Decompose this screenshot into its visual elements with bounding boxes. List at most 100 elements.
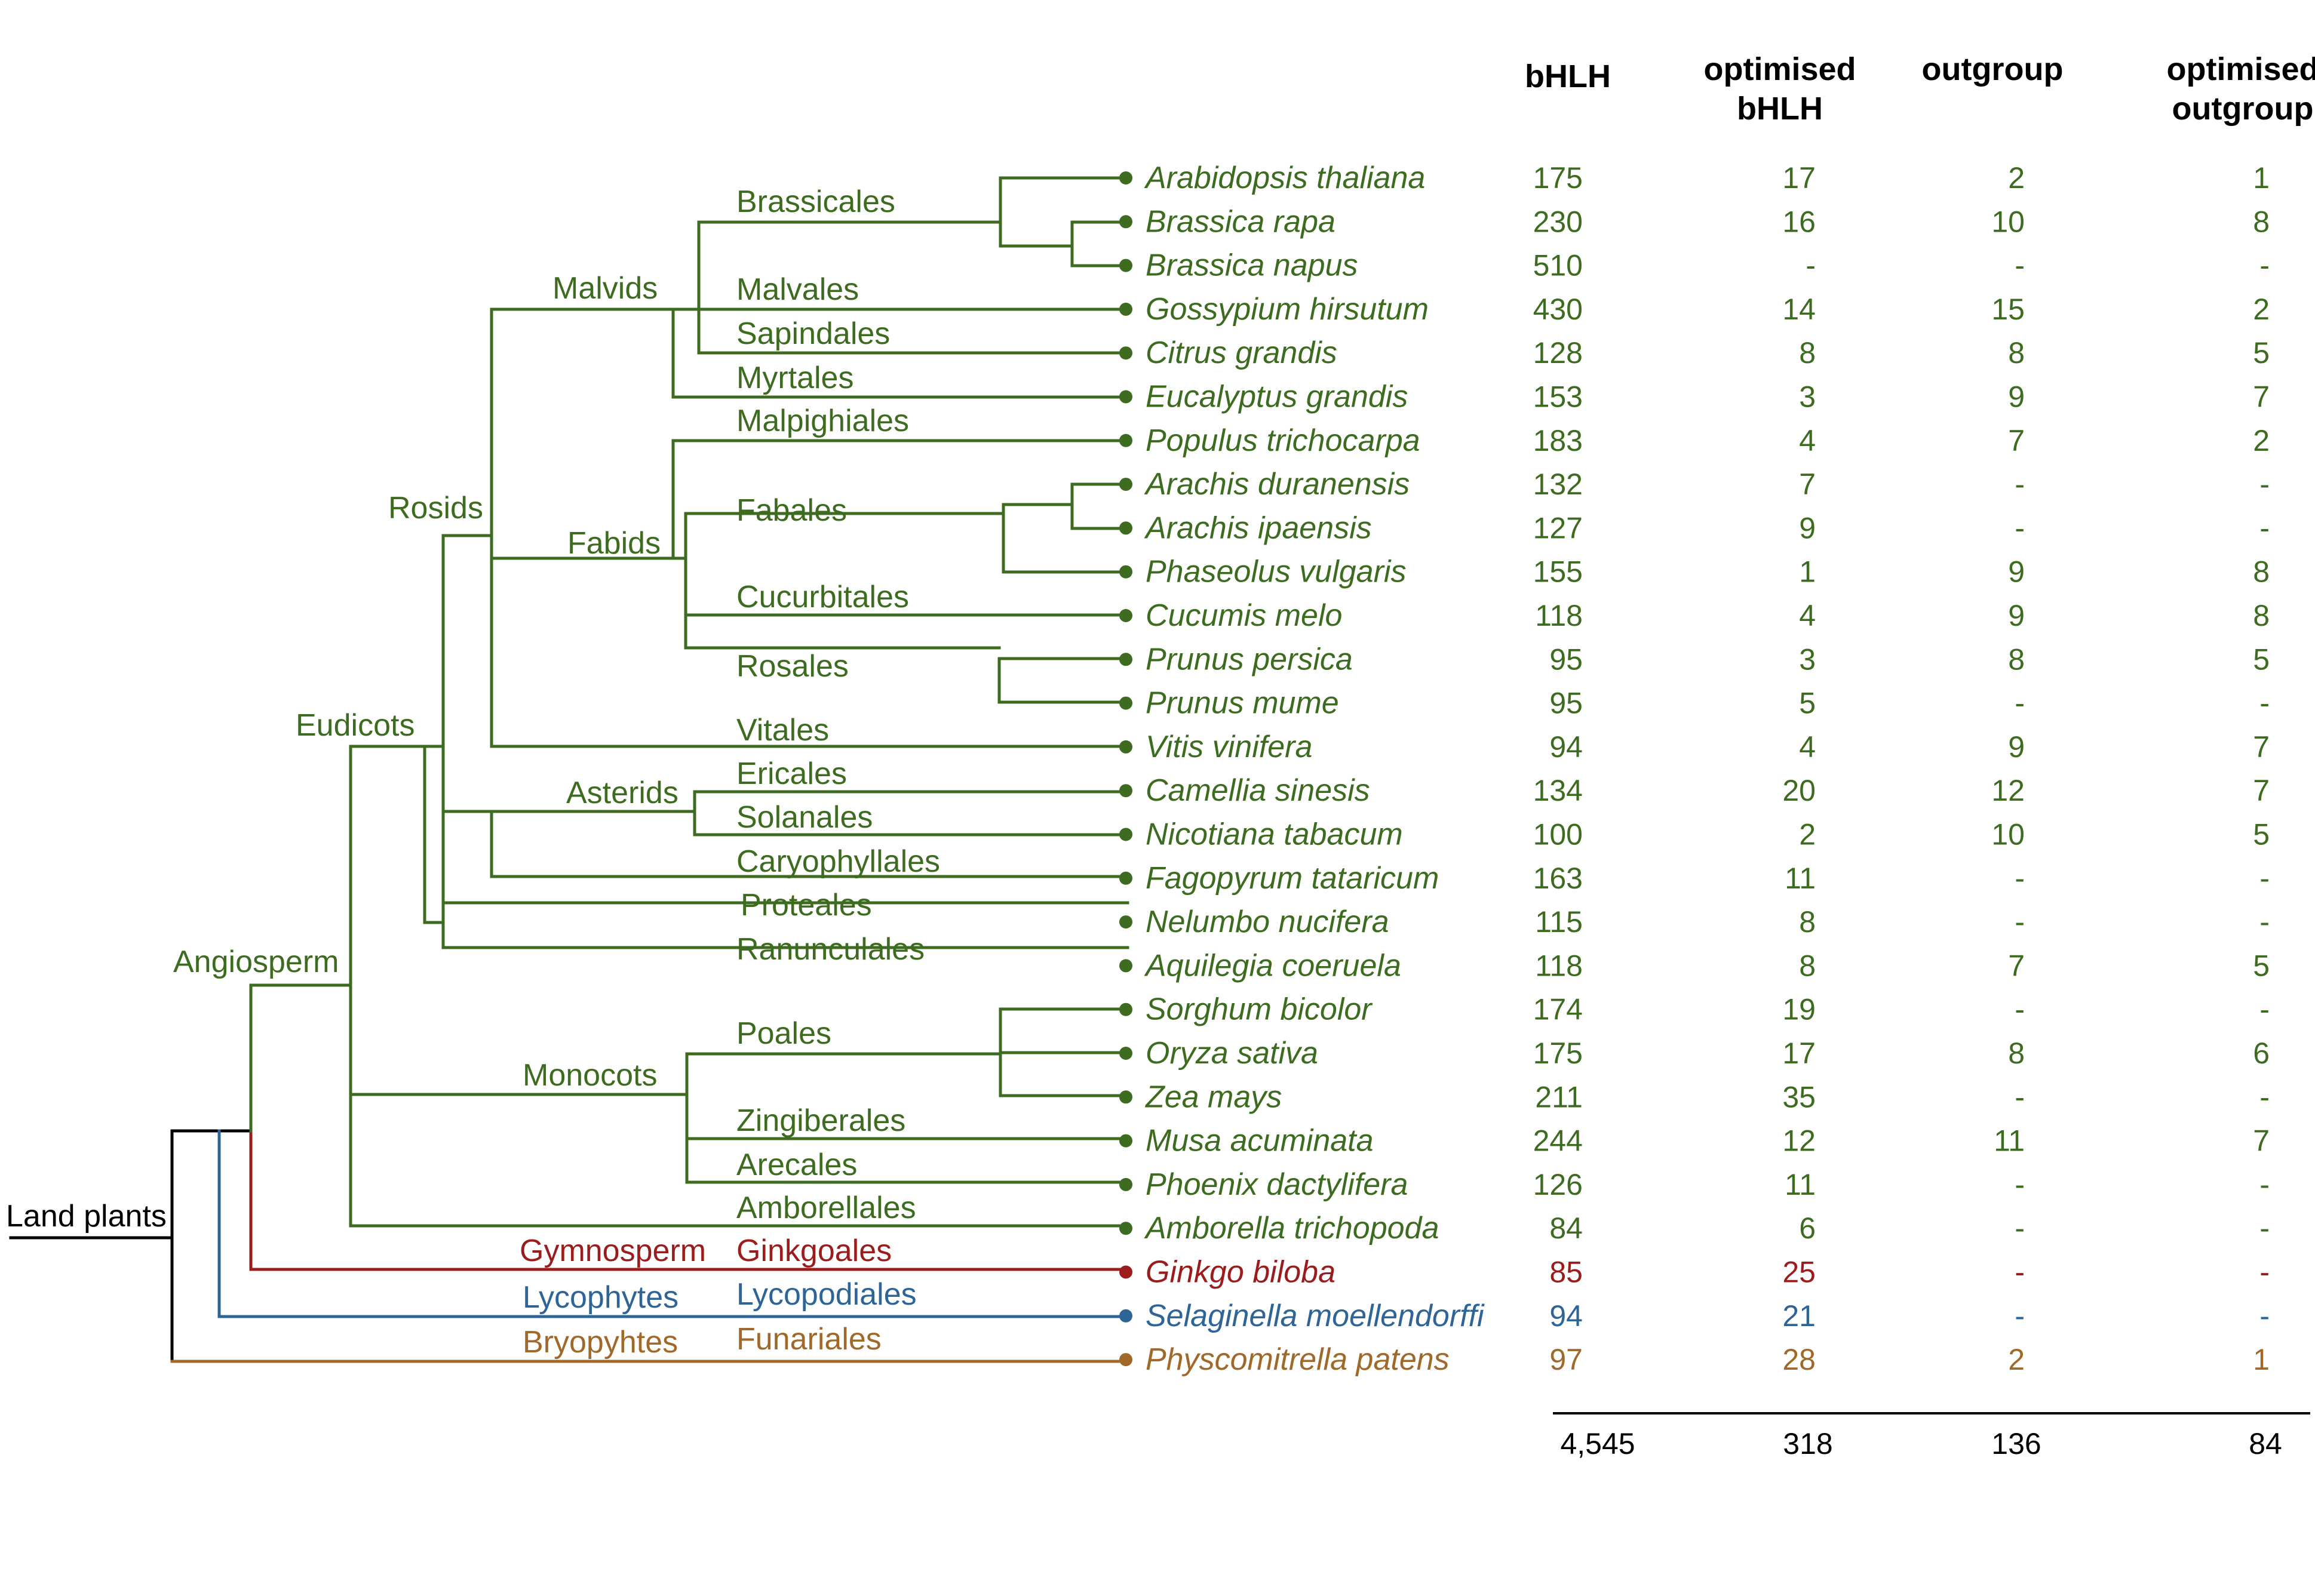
cell-opt-bhlh: 25: [1782, 1256, 1816, 1289]
cell-bhlh: 85: [1549, 1256, 1583, 1289]
total-bhlh: 4,545: [1560, 1427, 1635, 1460]
cell-opt-bhlh: 17: [1782, 1037, 1816, 1070]
header-optimised-bhlh-line2: bHLH: [1737, 91, 1823, 127]
tip-dot: [1119, 433, 1132, 447]
table-row: 211 35 - -: [1535, 1080, 2270, 1114]
cell-bhlh: 230: [1533, 205, 1583, 238]
order-label-arecales: Arecales: [736, 1148, 857, 1182]
order-labels: Brassicales Malvales Sapindales Myrtales Mal…: [736, 184, 940, 1357]
species-name: Ginkgo biloba: [1146, 1255, 1335, 1290]
species-name: Arachis ipaensis: [1144, 511, 1372, 545]
cell-bhlh: 175: [1533, 161, 1583, 195]
cell-outgroup: 8: [2008, 336, 2025, 370]
cell-outgroup: 8: [2008, 1037, 2025, 1070]
cell-bhlh: 132: [1533, 468, 1583, 501]
order-label-funariales: Funariales: [736, 1322, 882, 1357]
tip-dot: [1119, 1222, 1132, 1235]
species-name: Phoenix dactylifera: [1146, 1167, 1408, 1202]
cell-opt-outgroup: -: [2259, 1299, 2270, 1333]
clade-label-asterids: Asterids: [566, 776, 678, 810]
order-label-amborellales: Amborellales: [736, 1191, 916, 1225]
cell-outgroup: 9: [2008, 555, 2025, 589]
cell-opt-bhlh: 35: [1782, 1080, 1816, 1114]
tip-dot: [1119, 653, 1132, 666]
cell-bhlh: 430: [1533, 293, 1583, 326]
table-row: 153 3 9 7: [1533, 380, 2270, 414]
order-label-poales: Poales: [736, 1016, 831, 1051]
table-row: 430 14 15 2: [1533, 293, 2270, 326]
cell-opt-bhlh: 5: [1799, 687, 1816, 720]
cell-opt-outgroup: 5: [2253, 818, 2270, 851]
cell-opt-outgroup: -: [2259, 687, 2270, 720]
species-name: Aquilegia coeruela: [1144, 948, 1401, 983]
species-name: Physcomitrella patens: [1146, 1342, 1450, 1377]
tip-dot: [1119, 828, 1132, 841]
species-name: Arabidopsis thaliana: [1144, 161, 1425, 195]
tip-dot: [1119, 1003, 1132, 1016]
total-optimised-outgroup: 84: [2249, 1427, 2282, 1460]
table-row: 175 17 2 1: [1533, 161, 2270, 195]
table-row: 126 11 - -: [1533, 1168, 2270, 1201]
cell-opt-outgroup: 2: [2253, 293, 2270, 326]
header-optimised-outgroup-line2: outgroup: [2172, 91, 2314, 127]
cell-opt-bhlh: 2: [1799, 818, 1816, 851]
order-label-ginkgoales: Ginkgoales: [736, 1234, 892, 1268]
table-row: 85 25 - -: [1549, 1256, 2270, 1289]
cell-opt-outgroup: 6: [2253, 1037, 2270, 1070]
species-name: Prunus persica: [1146, 642, 1353, 676]
cell-outgroup: -: [2015, 1211, 2025, 1245]
cell-bhlh: 94: [1549, 1299, 1583, 1333]
species-name: Fagopyrum tataricum: [1146, 861, 1439, 896]
cell-bhlh: 183: [1533, 424, 1583, 457]
cell-bhlh: 128: [1533, 336, 1583, 370]
table-row: 95 5 - -: [1549, 687, 2270, 720]
tip-dot: [1119, 215, 1132, 229]
cell-opt-bhlh: 14: [1782, 293, 1816, 326]
cell-outgroup: -: [2015, 905, 2025, 939]
cell-bhlh: 118: [1535, 949, 1583, 982]
order-label-fabales: Fabales: [736, 493, 847, 528]
cell-bhlh: 153: [1533, 380, 1583, 414]
cell-opt-bhlh: 12: [1782, 1124, 1816, 1158]
table-row: 118 8 7 5: [1535, 949, 2270, 982]
cell-opt-outgroup: -: [2259, 905, 2270, 939]
species-name: Vitis vinifera: [1146, 730, 1312, 764]
cell-opt-bhlh: 21: [1782, 1299, 1816, 1333]
cell-outgroup: -: [2015, 468, 2025, 501]
cell-opt-bhlh: 11: [1785, 862, 1816, 895]
order-label-solanales: Solanales: [736, 800, 873, 835]
tip-dot: [1119, 171, 1132, 184]
table-row: 132 7 - -: [1533, 468, 2270, 501]
cell-opt-bhlh: 4: [1799, 424, 1816, 457]
table-row: 100 2 10 5: [1533, 818, 2270, 851]
cell-outgroup: 15: [1991, 293, 2025, 326]
cell-opt-bhlh: 20: [1782, 774, 1816, 807]
cell-bhlh: 155: [1533, 555, 1583, 589]
cell-opt-bhlh: 3: [1799, 642, 1816, 676]
cell-opt-bhlh: 11: [1785, 1168, 1816, 1201]
table-row: 97 28 2 1: [1549, 1343, 2270, 1376]
cell-bhlh: 126: [1533, 1168, 1583, 1201]
cell-outgroup: -: [2015, 687, 2025, 720]
cell-opt-outgroup: 8: [2253, 555, 2270, 589]
table-row: 127 9 - -: [1533, 511, 2270, 545]
cell-opt-bhlh: 8: [1799, 949, 1816, 982]
species-name: Sorghum bicolor: [1146, 992, 1373, 1027]
table-row: 510 - - -: [1533, 249, 2270, 282]
cell-opt-outgroup: 7: [2253, 730, 2270, 764]
tip-dot: [1119, 478, 1132, 491]
tip-dot: [1119, 390, 1132, 404]
clade-label-lycophytes: Lycophytes: [523, 1280, 678, 1315]
species-name: Nicotiana tabacum: [1146, 817, 1403, 852]
tip-dot: [1119, 1353, 1132, 1367]
order-label-cucurbitales: Cucurbitales: [736, 580, 909, 614]
cell-outgroup: 12: [1991, 774, 2025, 807]
cell-outgroup: 8: [2008, 642, 2025, 676]
cell-outgroup: -: [2015, 1168, 2025, 1201]
cell-opt-outgroup: 7: [2253, 380, 2270, 414]
species-name: Zea mays: [1144, 1080, 1282, 1114]
cell-opt-bhlh: 7: [1799, 468, 1816, 501]
cell-outgroup: 7: [2008, 949, 2025, 982]
cell-bhlh: 84: [1549, 1211, 1583, 1245]
